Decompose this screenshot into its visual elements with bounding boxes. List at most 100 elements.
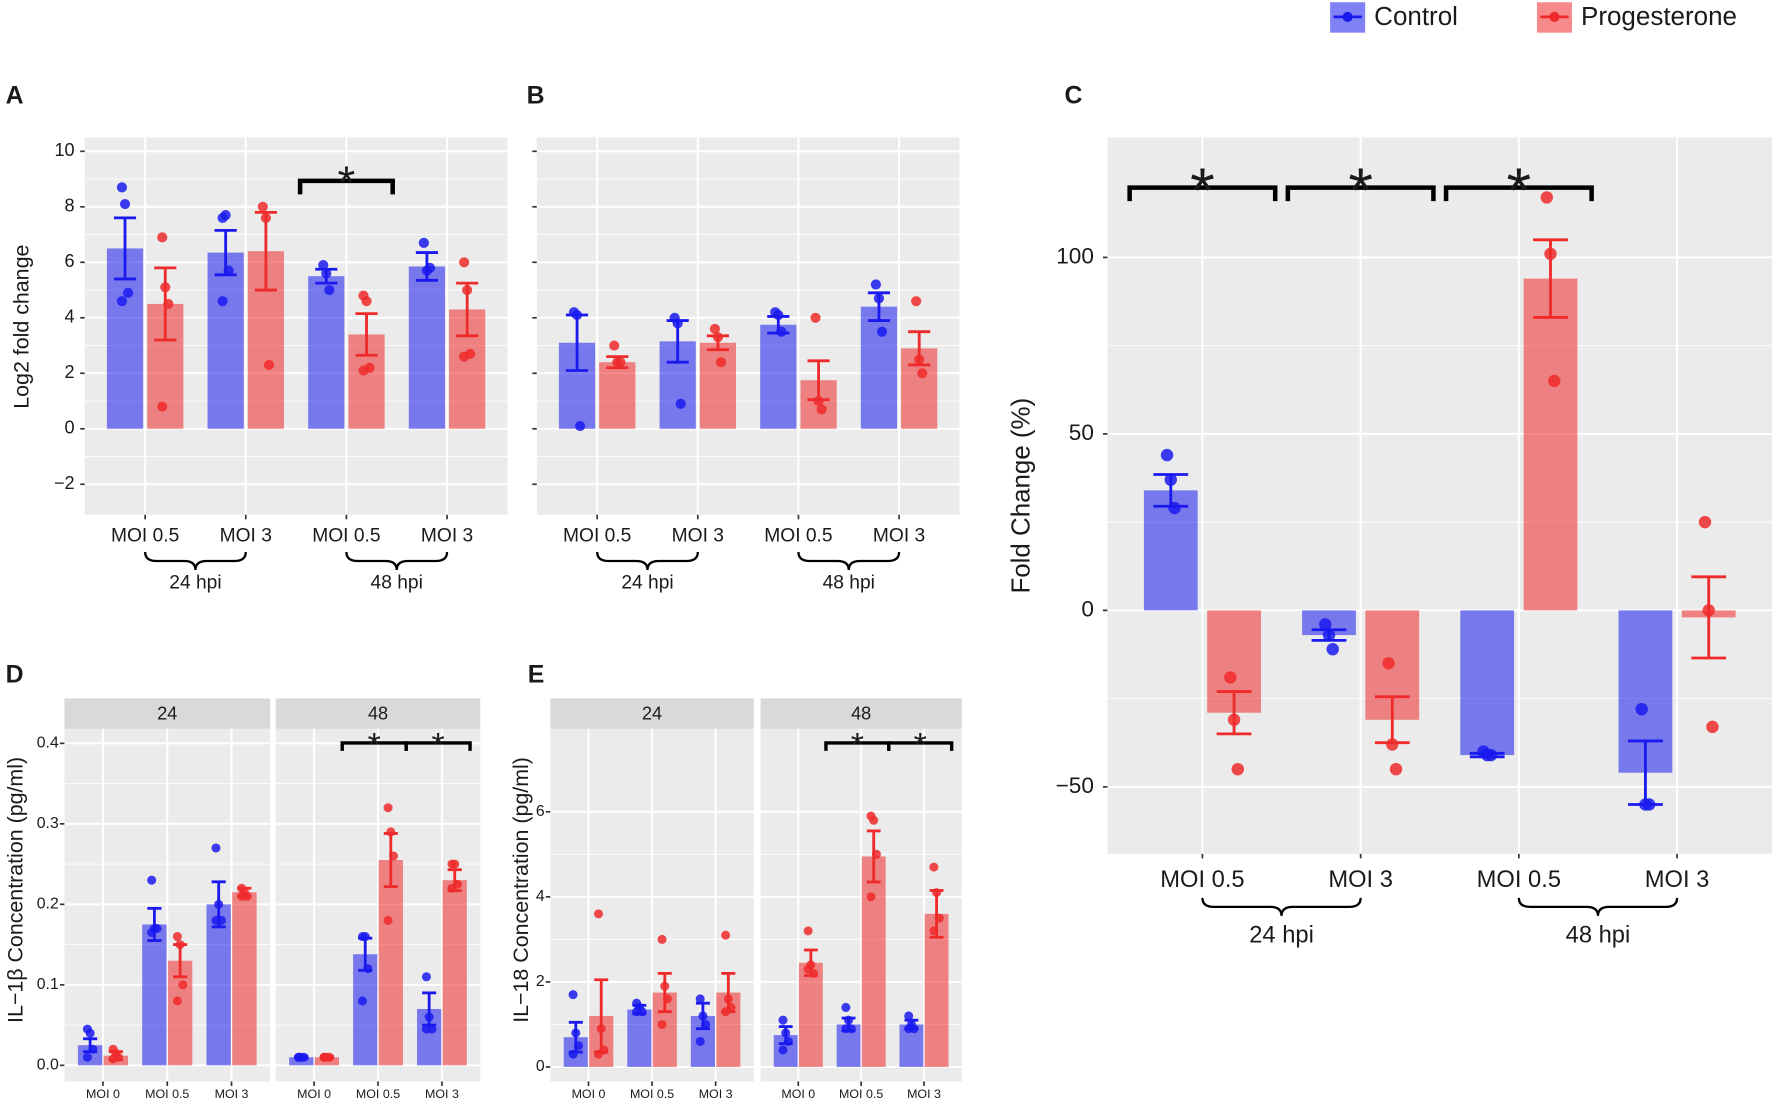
data-point [237,891,247,901]
data-point [593,1049,604,1059]
data-point [778,1015,788,1025]
data-point [211,843,221,853]
data-point [568,1049,578,1059]
data-point [85,1028,95,1038]
x-tick-label: MOI 0.5 [312,525,380,546]
data-point [573,1041,584,1051]
data-point [361,296,372,307]
data-point [844,1015,854,1025]
data-point [1160,448,1174,462]
group-brace [144,551,247,571]
x-tick-label: MOI 3 [220,525,272,546]
bar [1460,610,1515,756]
x-tick-label: MOI 0 [572,1087,606,1101]
data-point [1386,738,1399,751]
significance-label: * [914,726,927,764]
bar [142,924,167,1066]
data-point [263,359,275,371]
x-tick-label: MOI 3 [1328,867,1393,893]
error-bar [113,216,137,281]
data-point [932,888,942,898]
bar [798,962,823,1067]
bar [699,342,737,429]
significance-label: * [368,726,381,764]
data-point [360,932,370,942]
data-point [571,309,583,321]
data-point [1635,702,1648,716]
x-tick-label: MOI 0.5 [356,1087,400,1101]
data-point [363,964,373,974]
bar [378,860,403,1066]
legend-key-dot [1342,11,1353,22]
data-point [1548,374,1561,388]
group-label: 24 hpi [1249,922,1314,948]
data-point [1698,515,1712,529]
group-brace [1201,897,1362,916]
data-point [383,803,393,813]
data-point [1326,642,1339,656]
data-point [810,312,821,323]
y-tick-label: 6 [65,251,75,271]
x-tick-label: MOI 0.5 [563,525,631,546]
data-point [1227,713,1241,726]
data-point [116,182,128,193]
data-point [632,1007,642,1017]
data-point [211,915,221,925]
data-point [116,296,128,307]
data-point [911,296,922,307]
data-point [217,296,228,307]
data-point [459,351,470,362]
group-label: 48 hpi [371,573,423,594]
data-point [1319,618,1332,631]
data-point [1322,628,1336,642]
data-point [904,1024,914,1034]
facet-strip [760,698,962,729]
data-point [721,930,731,940]
bar [1523,278,1578,611]
data-point [776,326,787,337]
y-tick-label: 8 [65,196,75,216]
group-brace [1517,897,1679,916]
x-tick-label: MOI 0 [86,1087,120,1101]
data-point [418,237,429,248]
data-point [701,1019,711,1029]
facet-label: 24 [157,704,177,724]
y-tick-label: 2 [65,362,75,382]
data-point [318,260,329,271]
significance-label: * [432,726,445,764]
error-bar [1216,690,1252,736]
data-point [223,265,234,276]
data-point [157,401,168,412]
data-point [781,1028,791,1038]
facet-label: 24 [642,704,662,724]
panel-label: B [527,82,545,109]
group-brace [345,551,449,571]
facet-strip [550,698,754,729]
data-point [841,1002,851,1012]
significance-bracket [887,741,954,751]
group-label: 24 hpi [169,573,221,594]
data-point [172,932,182,942]
data-point [1544,247,1557,261]
data-point [178,980,188,990]
data-point [421,972,431,982]
panel-label: C [1065,82,1083,109]
y-tick-label: 10 [54,140,74,160]
x-tick-label: MOI 0.5 [630,1087,674,1101]
data-point [695,994,705,1004]
y-axis-label: Log2 fold change [9,245,33,409]
data-point [160,282,171,293]
significance-bracket [404,741,472,751]
data-point [462,284,473,296]
data-point [321,268,332,279]
y-tick-label: 4 [536,888,545,905]
data-point [813,395,824,407]
data-point [172,996,182,1006]
x-tick-label: MOI 0.5 [1477,867,1561,893]
data-point [88,1044,98,1054]
significance-label: * [1348,156,1373,226]
significance-label: * [851,726,864,764]
facet-label: 48 [368,704,388,724]
